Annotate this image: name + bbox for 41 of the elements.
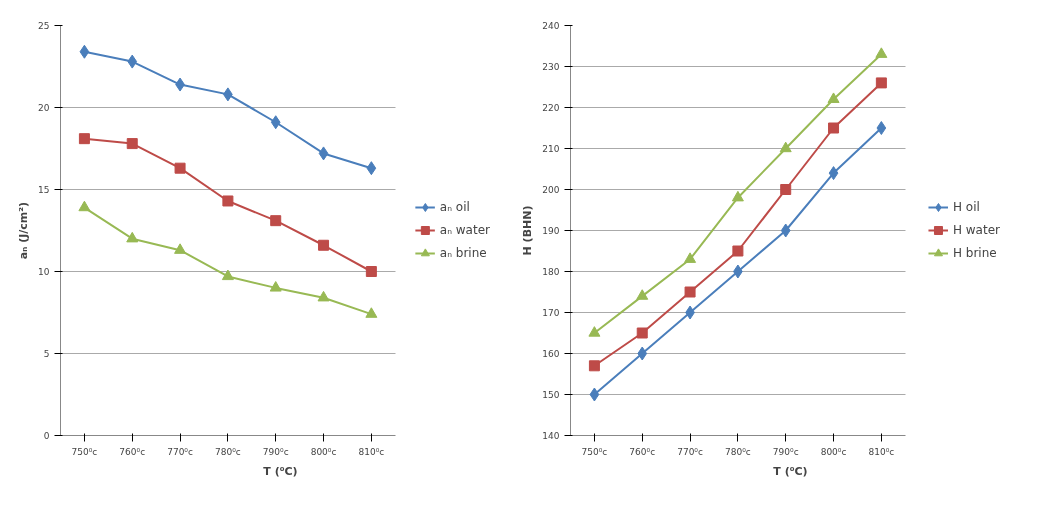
- y-tick-label: 5: [43, 349, 50, 359]
- y-tick-label: 150: [542, 390, 560, 400]
- legend-label: H brine: [952, 246, 997, 260]
- y-tick-label: 240: [542, 21, 560, 31]
- x-axis-title: T (⁰C): [773, 464, 808, 478]
- y-tick-label: 220: [542, 103, 560, 113]
- y-tick-label: 140: [542, 431, 560, 441]
- x-tick-label: 770⁰c: [677, 446, 703, 457]
- y-tick-label: 180: [542, 267, 560, 277]
- x-axis-title: T (⁰C): [263, 464, 298, 478]
- y-tick-label: 200: [542, 185, 560, 195]
- y-axis-title: H (BHN): [521, 205, 535, 256]
- y-tick-label: 170: [542, 308, 560, 318]
- x-tick-label: 810⁰c: [358, 446, 385, 457]
- x-tick-label: 810⁰c: [868, 446, 895, 457]
- x-tick-label: 800⁰c: [310, 446, 337, 457]
- x-tick-label: 790⁰c: [772, 446, 799, 457]
- x-tick-label: 780⁰c: [725, 446, 751, 457]
- y-tick-label: 15: [38, 185, 50, 195]
- x-tick-label: 750⁰c: [581, 446, 608, 457]
- y-tick-label: 160: [542, 349, 560, 359]
- legend-label: aₙ brine: [439, 246, 487, 260]
- x-tick-label: 780⁰c: [215, 446, 241, 457]
- y-tick-label: 190: [542, 226, 560, 236]
- y-tick-label: 0: [43, 431, 50, 441]
- y-axis-title: aₙ (J/cm²): [17, 201, 31, 260]
- legend-label: H oil: [952, 200, 980, 214]
- y-tick-label: 20: [38, 103, 50, 113]
- legend-label: aₙ water: [439, 223, 490, 237]
- x-tick-label: 790⁰c: [262, 446, 289, 457]
- x-tick-label: 770⁰c: [167, 446, 193, 457]
- y-tick-label: 210: [542, 144, 560, 154]
- y-tick-label: 10: [38, 267, 50, 277]
- legend-label: H water: [952, 223, 1000, 237]
- x-tick-label: 800⁰c: [820, 446, 847, 457]
- legend-label: aₙ oil: [439, 200, 470, 214]
- x-tick-label: 760⁰c: [119, 446, 146, 457]
- y-tick-label: 230: [542, 62, 560, 72]
- x-tick-label: 750⁰c: [71, 446, 98, 457]
- y-tick-label: 25: [38, 21, 50, 31]
- x-tick-label: 760⁰c: [629, 446, 656, 457]
